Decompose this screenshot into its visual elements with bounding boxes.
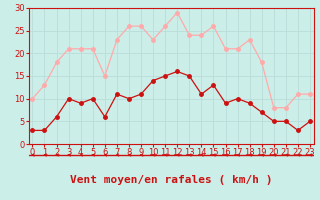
Text: Vent moyen/en rafales ( km/h ): Vent moyen/en rafales ( km/h ) — [70, 175, 272, 185]
